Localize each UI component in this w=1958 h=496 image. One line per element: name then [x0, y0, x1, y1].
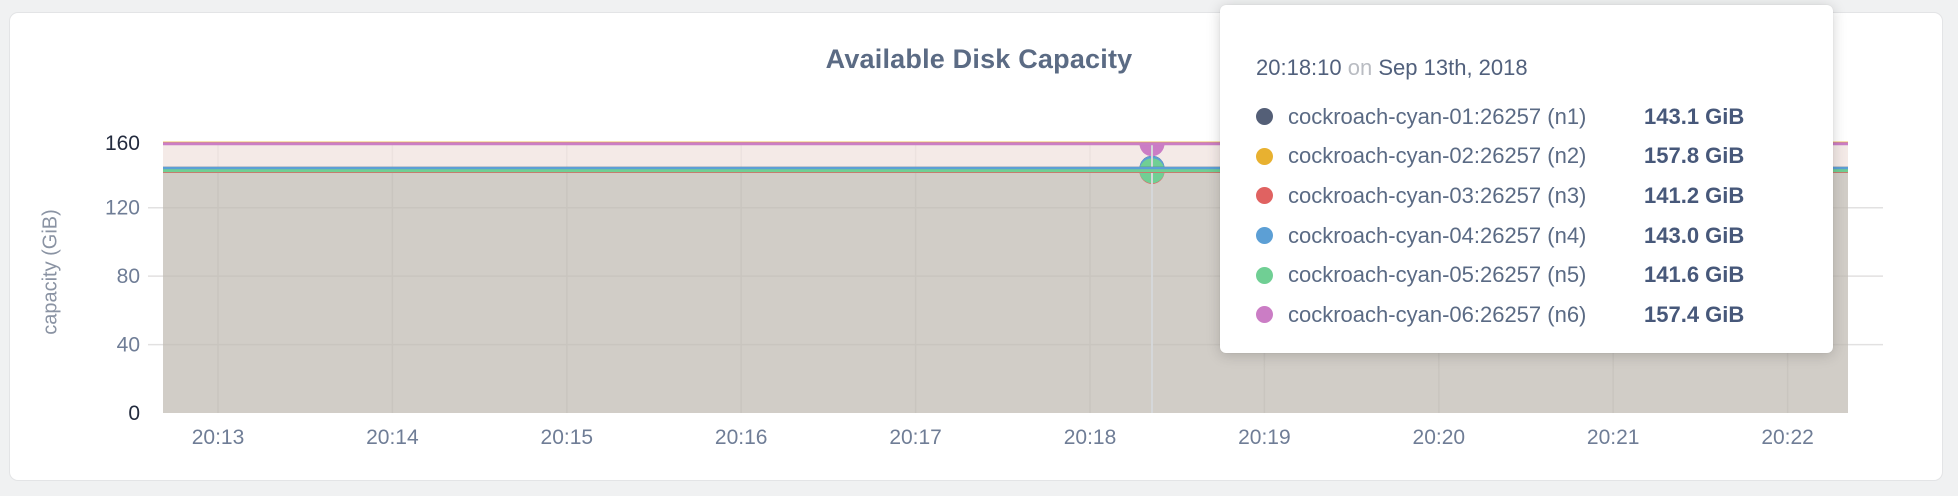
- series-color-dot: [1256, 147, 1273, 165]
- tooltip-series-name: cockroach-cyan-06:26257 (n6): [1288, 301, 1587, 327]
- x-tick-label: 20:17: [889, 426, 942, 449]
- series-color-dot: [1256, 227, 1273, 245]
- x-tick-labels: 20:13 20:14 20:15 20:16 20:17 20:18 20:19 20:20…: [192, 426, 1814, 449]
- tooltip-series-row: cockroach-cyan-05:26257 (n5) 141.6 GiB: [1256, 255, 1813, 295]
- tooltip-series-name: cockroach-cyan-01:26257 (n1): [1288, 103, 1587, 129]
- chart-title: Available Disk Capacity: [825, 44, 1133, 74]
- tooltip-time: 20:18:10: [1256, 55, 1342, 80]
- y-tick-label: 40: [117, 334, 140, 357]
- tooltip-conjunction: on: [1347, 55, 1373, 80]
- tooltip-series-name: cockroach-cyan-02:26257 (n2): [1288, 143, 1587, 169]
- tooltip-series-value: 143.1 GiB: [1644, 103, 1745, 129]
- x-tick-label: 20:19: [1238, 426, 1291, 449]
- x-tick-label: 20:22: [1761, 426, 1814, 449]
- tooltip-series-row: cockroach-cyan-03:26257 (n3) 141.2 GiB: [1256, 176, 1813, 216]
- y-tick-label: 0: [128, 402, 140, 425]
- tooltip-series-value: 157.8 GiB: [1644, 143, 1745, 169]
- x-tick-label: 20:20: [1413, 426, 1466, 449]
- series-color-dot: [1256, 187, 1273, 205]
- tooltip-series-row: cockroach-cyan-01:26257 (n1) 143.1 GiB: [1256, 97, 1813, 137]
- tooltip-series-value: 157.4 GiB: [1644, 301, 1745, 327]
- tooltip-series-list: cockroach-cyan-01:26257 (n1) 143.1 GiB coc…: [1256, 97, 1813, 335]
- y-tick-label: 120: [105, 197, 140, 220]
- tooltip-date: Sep 13th, 2018: [1378, 55, 1528, 80]
- tooltip-series-value: 141.6 GiB: [1644, 262, 1745, 288]
- tooltip-series-name: cockroach-cyan-05:26257 (n5): [1288, 262, 1587, 288]
- y-tick-labels: 40 80 120 0 160: [105, 132, 140, 425]
- series-color-dot: [1256, 266, 1273, 284]
- tooltip-header: 20:18:10 on Sep 13th, 2018: [1256, 55, 1528, 81]
- tooltip-series-row: cockroach-cyan-06:26257 (n6) 157.4 GiB: [1256, 295, 1813, 335]
- y-tick-label: 160: [105, 132, 140, 155]
- tooltip-series-row: cockroach-cyan-04:26257 (n4) 143.0 GiB: [1256, 216, 1813, 256]
- series-color-dot: [1256, 306, 1273, 324]
- tooltip-series-value: 143.0 GiB: [1644, 222, 1745, 248]
- y-tick-label: 80: [117, 265, 140, 288]
- x-tick-label: 20:15: [541, 426, 594, 449]
- hover-tooltip: 20:18:10 on Sep 13th, 2018 cockroach-cya…: [1220, 5, 1833, 353]
- x-tick-label: 20:14: [366, 426, 419, 449]
- x-tick-label: 20:18: [1064, 426, 1117, 449]
- tooltip-series-name: cockroach-cyan-04:26257 (n4): [1288, 222, 1587, 248]
- series-color-dot: [1256, 108, 1273, 126]
- tooltip-series-value: 141.2 GiB: [1644, 182, 1745, 208]
- x-tick-label: 20:13: [192, 426, 245, 449]
- x-tick-label: 20:21: [1587, 426, 1640, 449]
- tooltip-series-row: cockroach-cyan-02:26257 (n2) 157.8 GiB: [1256, 137, 1813, 177]
- x-tick-label: 20:16: [715, 426, 768, 449]
- tooltip-series-name: cockroach-cyan-03:26257 (n3): [1288, 182, 1587, 208]
